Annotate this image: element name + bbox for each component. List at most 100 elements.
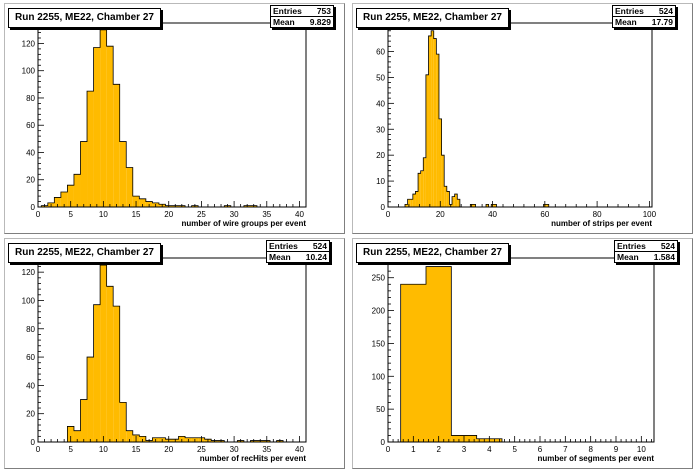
x-tick-label: 5: [68, 210, 73, 219]
histogram-pad-rechits: 0 5 10 15 20 25 30 35 40 0 20 40 60 80 100 120 number of…: [4, 238, 346, 470]
x-tick-label: 30: [230, 210, 239, 219]
histogram-bar: [119, 402, 127, 442]
y-tick-label: 200: [372, 307, 386, 316]
x-tick-label: 15: [132, 445, 141, 454]
stats-box: Entries 524 Mean 10.24: [266, 240, 330, 263]
histogram-bar: [425, 74, 429, 207]
histogram-bar: [454, 194, 458, 207]
y-tick-label: 40: [26, 381, 35, 390]
histogram-bar: [400, 284, 426, 442]
histogram-bar: [139, 198, 146, 207]
x-tick-label: 5: [512, 445, 517, 454]
histogram-pad-wire-groups: 0 5 10 15 20 25 30 35 40 0 20 40 60 80 100 120 number of…: [4, 3, 346, 235]
histogram-bar: [106, 286, 114, 442]
histogram-bar: [452, 196, 455, 207]
histogram-bar: [457, 199, 460, 207]
y-tick-label: 80: [26, 325, 35, 334]
pad-frame: [352, 3, 693, 234]
histogram-bar: [472, 204, 476, 207]
histogram-bar: [113, 306, 120, 442]
histogram-bar: [418, 173, 421, 207]
y-tick-label: 20: [26, 176, 35, 185]
y-tick-label: 0: [31, 438, 36, 447]
x-tick-label: 4: [487, 445, 492, 454]
histogram-bar: [113, 84, 120, 207]
pad-frame: [352, 238, 693, 469]
pad-frame: [4, 3, 345, 234]
x-tick-label: 25: [197, 445, 206, 454]
x-tick-label: 8: [588, 445, 593, 454]
y-tick-label: 150: [372, 339, 386, 348]
x-tick-label: 40: [488, 210, 497, 219]
y-tick-label: 20: [26, 410, 35, 419]
x-tick-label: 2: [436, 445, 441, 454]
histogram-bar: [444, 186, 447, 207]
y-tick-label: 50: [376, 405, 385, 414]
y-tick-label: 60: [26, 121, 35, 130]
histogram-canvas: 0 5 10 15 20 25 30 35 40 0 20 40 60 80 100 120 number of…: [22, 22, 307, 228]
entries-value: 524: [658, 6, 673, 16]
x-tick-label: 0: [36, 445, 41, 454]
y-tick-label: 10: [376, 177, 385, 186]
x-tick-label: 40: [295, 445, 304, 454]
y-tick-label: 50: [376, 73, 385, 82]
y-tick-label: 40: [26, 148, 35, 157]
x-tick-label: 35: [262, 445, 271, 454]
histogram-bar: [100, 265, 107, 442]
x-tick-label: 6: [538, 445, 543, 454]
y-tick-label: 100: [22, 67, 36, 76]
histogram-bar: [428, 35, 432, 207]
entries-value: 524: [660, 241, 675, 251]
mean-label: Mean: [615, 17, 637, 27]
entries-label: Entries: [273, 6, 302, 16]
y-tick-label: 30: [376, 125, 385, 134]
y-tick-label: 0: [31, 203, 36, 212]
histogram-bar: [493, 204, 497, 207]
mean-value: 9.829: [309, 17, 331, 27]
x-tick-label: 80: [593, 210, 602, 219]
entries-label: Entries: [269, 241, 298, 251]
y-tick-label: 60: [376, 48, 385, 57]
histogram-bar: [546, 204, 549, 207]
x-tick-label: 35: [262, 210, 271, 219]
histogram-bar: [407, 199, 411, 207]
x-tick-label: 40: [295, 210, 304, 219]
histogram-bar: [423, 157, 426, 207]
histogram-bar: [426, 266, 452, 442]
histogram-bar: [404, 204, 408, 207]
entries-value: 753: [316, 6, 331, 16]
x-tick-label: 60: [540, 210, 549, 219]
histogram-bar: [412, 194, 416, 207]
histogram-bar: [446, 191, 450, 207]
x-axis-label: number of wire groups per event: [182, 219, 307, 228]
y-tick-label: 60: [26, 353, 35, 362]
histogram-bar: [486, 204, 489, 207]
entries-label: Entries: [615, 6, 644, 16]
histogram-pad-strips: 020406080100010203040506070number of str…: [352, 3, 694, 235]
histogram-bar: [73, 430, 81, 442]
histogram-bar: [441, 155, 445, 207]
histogram-bar: [87, 357, 94, 442]
x-axis-label: number of strips per event: [551, 219, 652, 228]
mean-label: Mean: [269, 252, 291, 262]
x-tick-label: 100: [643, 210, 657, 219]
y-tick-label: 40: [376, 99, 385, 108]
mean-value: 10.24: [305, 252, 327, 262]
x-tick-label: 15: [132, 210, 141, 219]
histogram-bar: [73, 174, 81, 207]
stats-box: Entries 524 Mean 17.79: [612, 5, 676, 28]
mean-label: Mean: [273, 17, 295, 27]
histogram-bar: [431, 30, 434, 208]
histogram-title: Run 2255, ME22, Chamber 27: [8, 243, 161, 263]
x-tick-label: 20: [436, 210, 445, 219]
x-tick-label: 20: [164, 445, 173, 454]
x-tick-label: 10: [99, 210, 108, 219]
histogram-bar: [433, 38, 437, 207]
x-tick-label: 0: [36, 210, 41, 219]
x-tick-label: 3: [462, 445, 467, 454]
mean-value: 17.79: [651, 17, 673, 27]
x-axis-label: number of segments per event: [538, 454, 655, 463]
plot-frame: [37, 257, 307, 443]
histogram-bar: [126, 167, 133, 207]
